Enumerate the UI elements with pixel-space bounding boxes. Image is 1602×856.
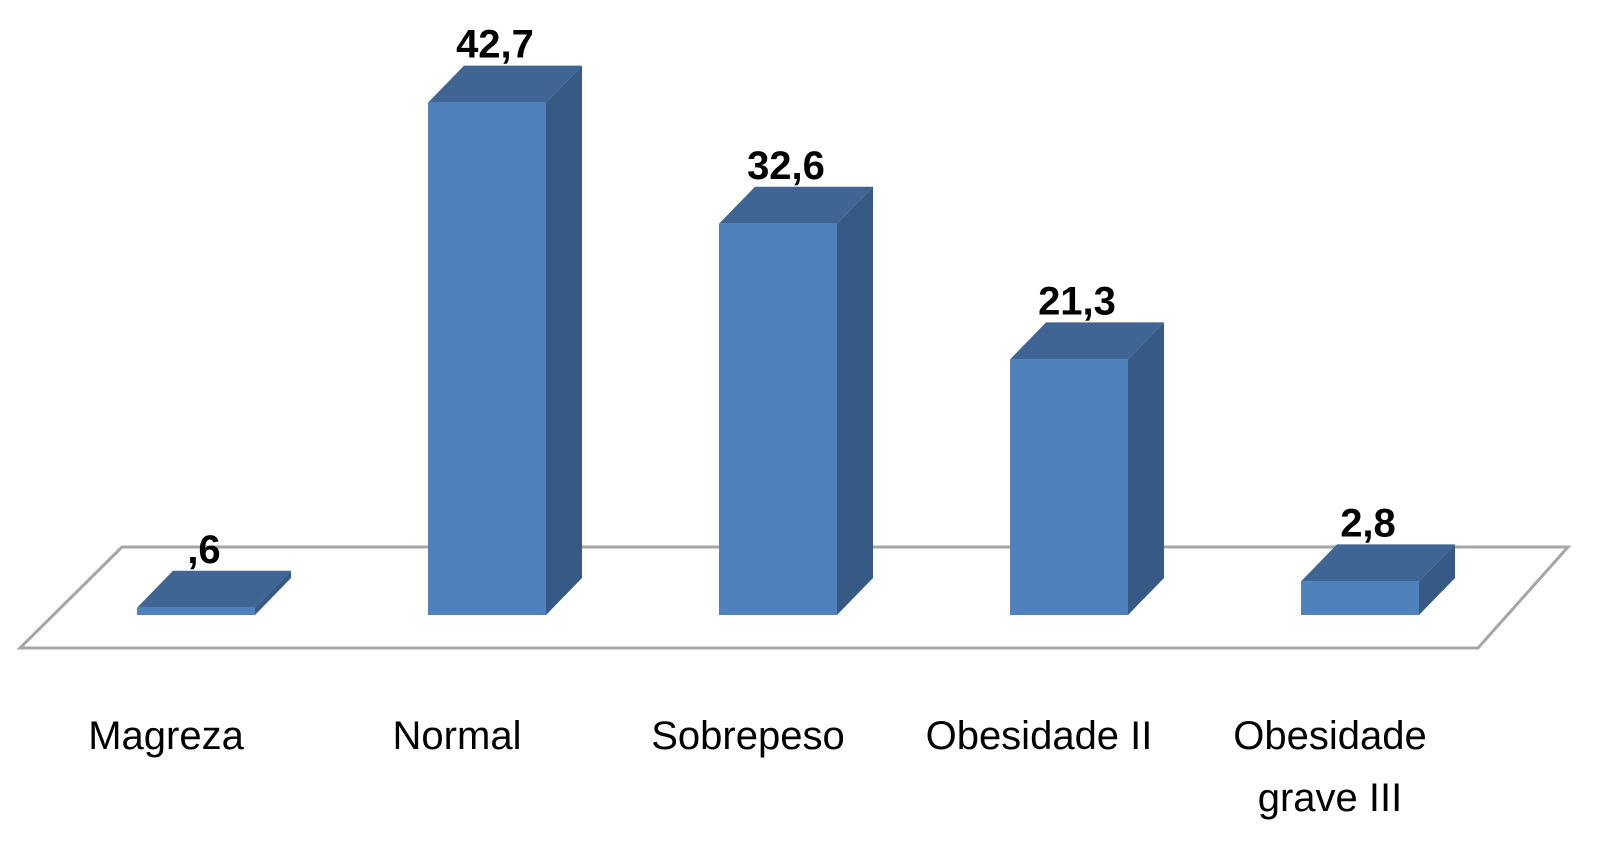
x-tick-label: Obesidade II bbox=[925, 714, 1153, 758]
bar-side bbox=[546, 65, 582, 616]
bar bbox=[1010, 322, 1164, 615]
bar-front bbox=[1301, 581, 1419, 615]
bar-front bbox=[137, 607, 255, 615]
bar-front bbox=[719, 223, 837, 616]
bar-side bbox=[255, 570, 291, 615]
x-tick-label: Magreza bbox=[88, 714, 244, 758]
value-label: ,6 bbox=[187, 528, 220, 572]
value-label: 21,3 bbox=[1038, 279, 1116, 323]
bar-front bbox=[428, 102, 546, 616]
x-tick-label: Normal bbox=[392, 714, 522, 758]
bar bbox=[137, 570, 291, 615]
bar-top bbox=[1301, 544, 1455, 582]
value-label: 32,6 bbox=[747, 144, 825, 188]
bar bbox=[719, 186, 873, 616]
x-tick-label: Sobrepeso bbox=[651, 714, 845, 758]
bar-side bbox=[1128, 322, 1164, 615]
bar bbox=[1301, 544, 1455, 615]
bar-top bbox=[719, 186, 873, 224]
bar-top bbox=[428, 65, 582, 103]
x-tick-label: Obesidade grave III bbox=[1233, 714, 1427, 820]
bar-front bbox=[1010, 359, 1128, 615]
bar-top bbox=[1010, 322, 1164, 360]
bar bbox=[428, 65, 582, 616]
bar-top bbox=[137, 570, 291, 608]
value-label: 42,7 bbox=[456, 23, 534, 67]
bar-side bbox=[837, 186, 873, 616]
bar-side bbox=[1419, 544, 1455, 615]
value-label: 2,8 bbox=[1340, 501, 1396, 545]
